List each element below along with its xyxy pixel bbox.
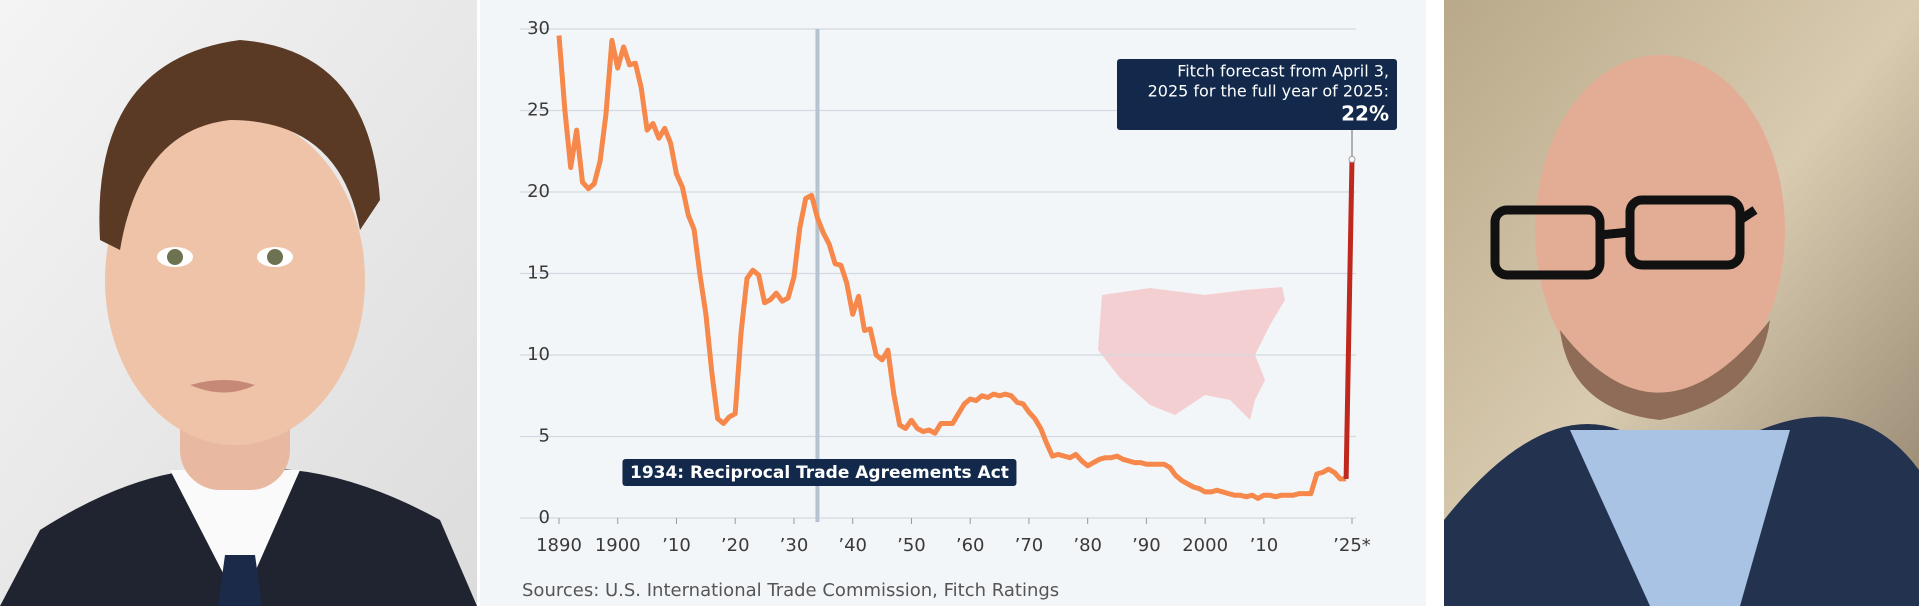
x-tick-label: ’90 [1132,535,1161,556]
x-tick-label: ’80 [1073,535,1102,556]
annotation-box [622,459,1017,486]
plot: 0 5 10 15 20 25 30 1890 1900 ’10 ’20 ’30 ’40 ’50 ’60 ’7… [520,18,1397,556]
annotation: Fitch forecast from April 3,2025 for the… [1117,59,1397,160]
annotation-text: Fitch forecast from April 3, [1177,62,1389,81]
x-tick-label: ’60 [956,535,985,556]
x-tick-label: ’50 [897,535,926,556]
x-tick-label: ’10 [1250,535,1279,556]
x-tick-label: 1890 [536,535,582,556]
x-tick-label: 1900 [595,535,641,556]
right-photo [1444,0,1919,606]
x-tick-label: 2000 [1182,535,1228,556]
data-line [556,35,1347,501]
y-tick-label: 15 [527,263,550,284]
y-tick-label: 30 [527,18,550,39]
x-tick-label: ’30 [780,535,809,556]
x-tick-label: ’10 [662,535,691,556]
us-map [1098,287,1285,420]
y-tick-label: 20 [527,181,550,202]
forecast-point [1348,155,1356,163]
y-tick-label: 10 [527,344,550,365]
annotation-text: 1934: Reciprocal Trade Agreements Act [630,463,1009,483]
source: Sources: U.S. International Trade Commis… [522,580,1059,601]
y-tick-label: 5 [539,426,550,447]
x-tick-label: ’20 [721,535,750,556]
y-tick-label: 0 [539,507,550,528]
x-tick-label: ’25* [1333,535,1371,556]
annotation-text: 2025 for the full year of 2025: [1148,82,1389,101]
data-line [1343,159,1355,479]
y-tick-label: 25 [527,100,550,121]
x-tick-label: ’70 [1015,535,1044,556]
x-tick-label: ’40 [838,535,867,556]
left-photo [0,0,477,606]
annotation-box [1117,59,1397,130]
annotation: 1934: Reciprocal Trade Agreements Act [622,459,1017,486]
data-label: 22% [1341,102,1389,126]
